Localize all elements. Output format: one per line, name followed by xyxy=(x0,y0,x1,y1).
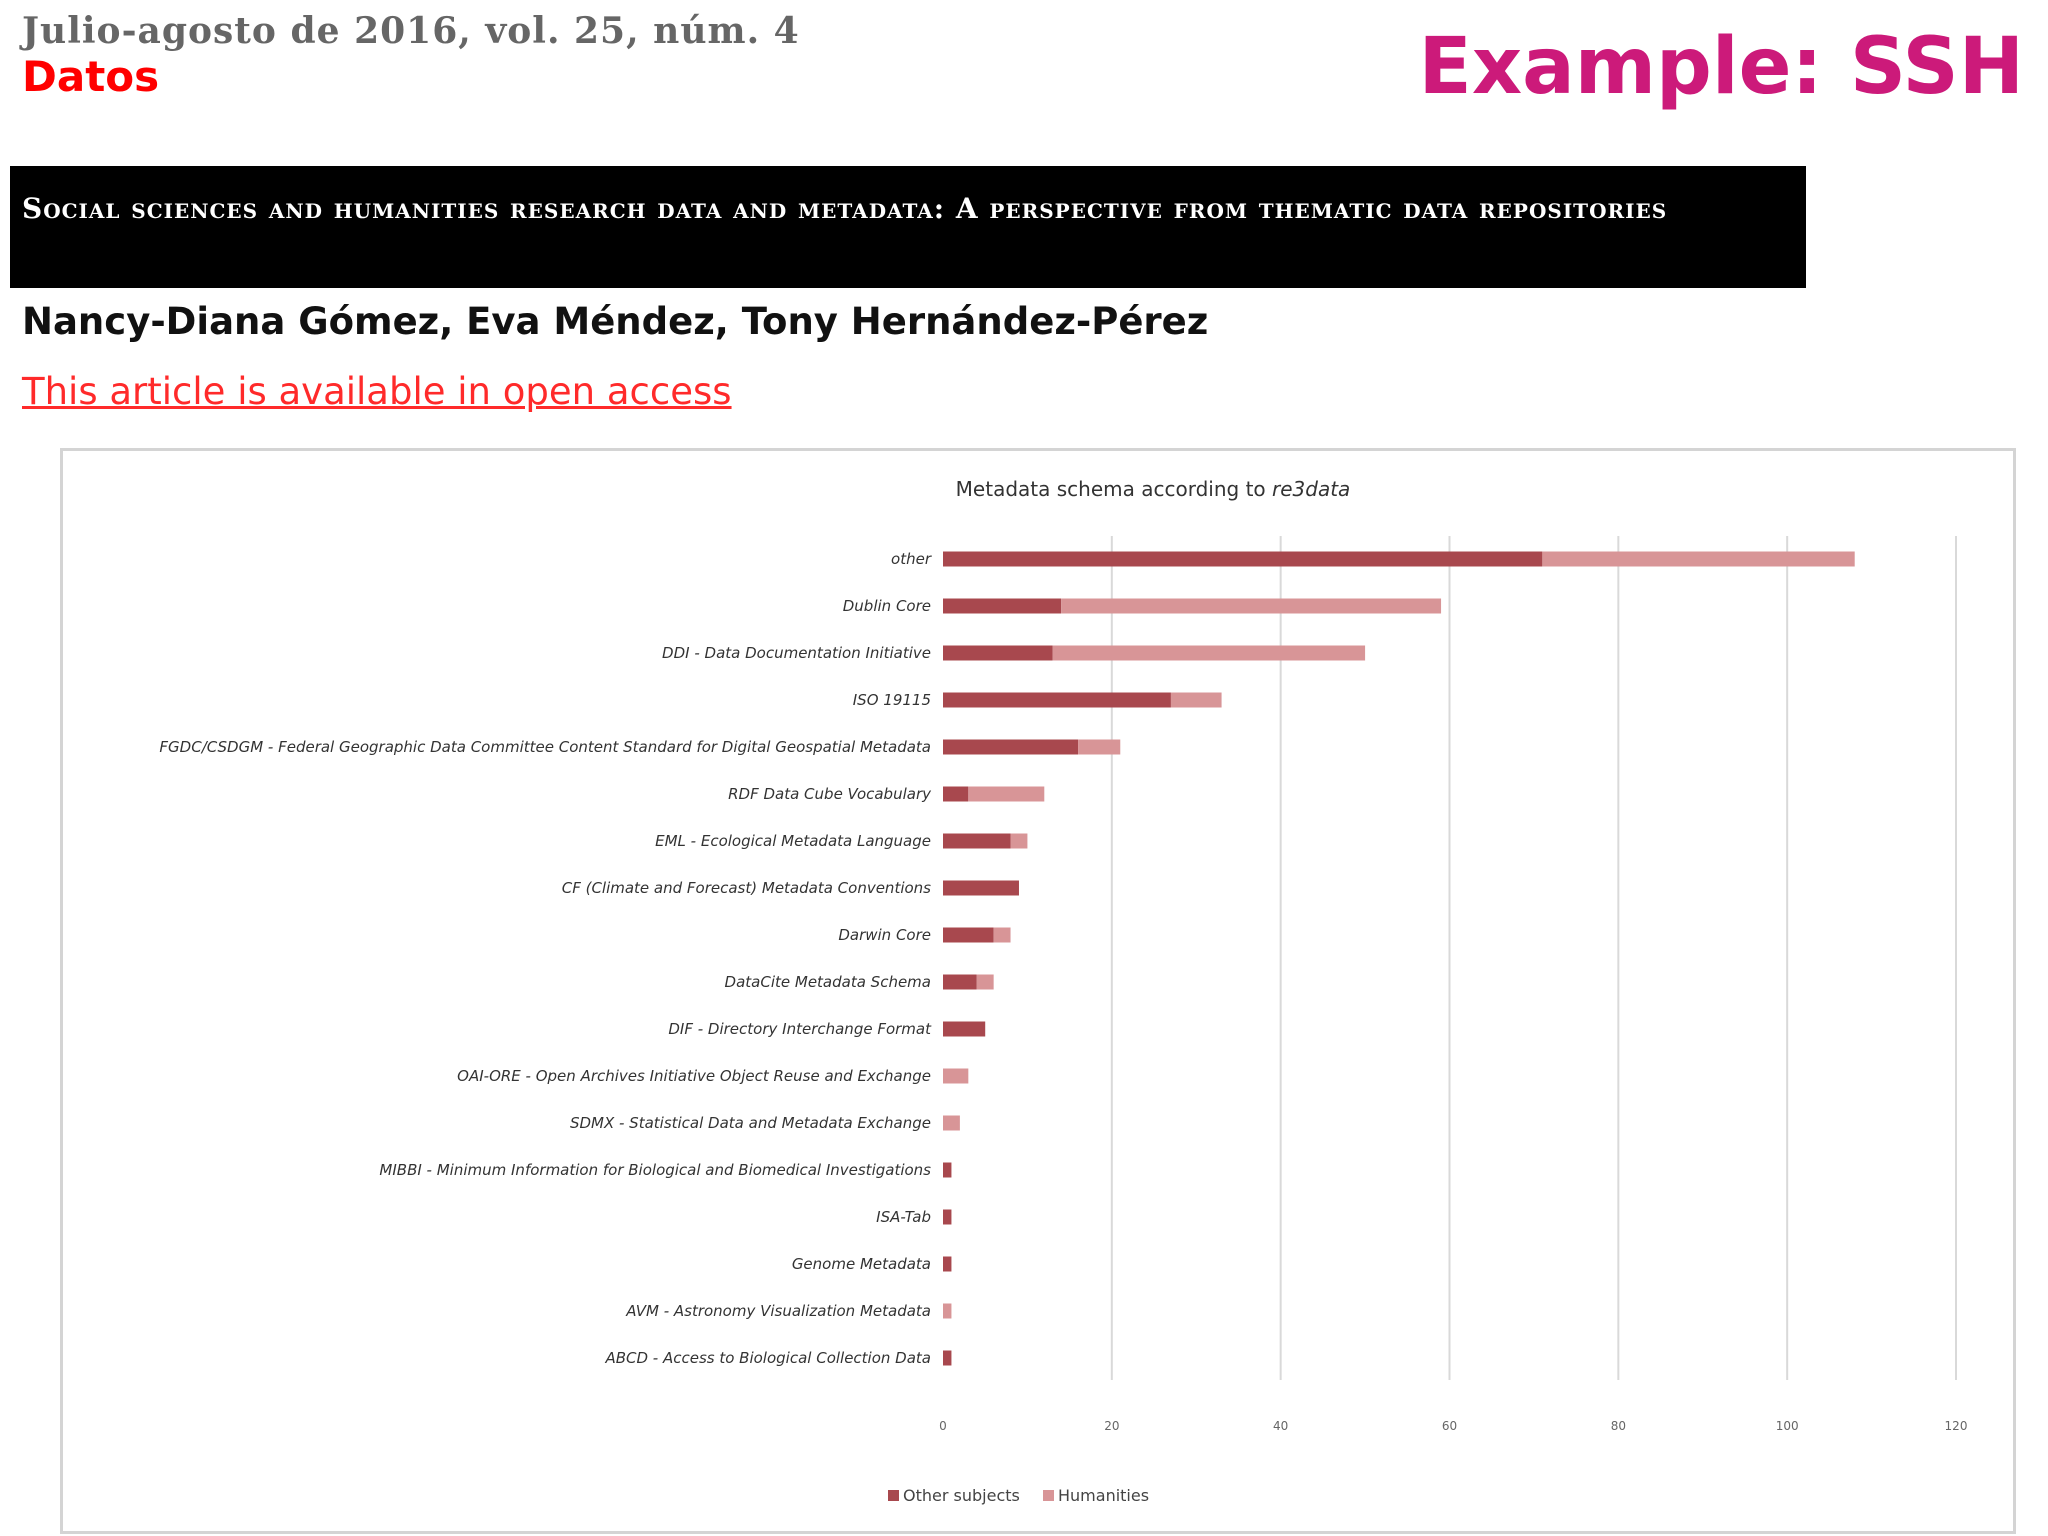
x-tick-label: 60 xyxy=(1442,1419,1457,1433)
category-label: DIF - Directory Interchange Format xyxy=(668,1020,932,1038)
category-label: CF (Climate and Forecast) Metadata Conve… xyxy=(562,879,931,897)
article-authors: Nancy-Diana Gómez, Eva Méndez, Tony Hern… xyxy=(22,300,1209,343)
bar-other-subjects xyxy=(943,833,1011,849)
chart-title: Metadata schema according to re3data xyxy=(956,477,1351,501)
category-label: ISA-Tab xyxy=(876,1208,931,1226)
bar-humanities xyxy=(1052,645,1366,661)
bar-other-subjects xyxy=(943,692,1171,708)
bar-other-subjects xyxy=(943,1209,952,1225)
bar-other-subjects xyxy=(943,1256,952,1272)
category-label: other xyxy=(891,550,932,568)
category-label: SDMX - Statistical Data and Metadata Exc… xyxy=(570,1114,931,1132)
category-label: AVM - Astronomy Visualization Metadata xyxy=(625,1302,931,1320)
legend-label-humanities: Humanities xyxy=(1058,1486,1149,1505)
article-title: Social sciences and humanities research … xyxy=(22,192,1668,225)
bar-humanities xyxy=(1061,598,1442,614)
section-label: Datos xyxy=(22,52,160,101)
category-label: EML - Ecological Metadata Language xyxy=(655,832,931,850)
legend-swatch-other-subjects xyxy=(888,1490,899,1501)
bar-humanities xyxy=(1542,551,1855,567)
bar-humanities xyxy=(1010,833,1028,849)
bar-humanities xyxy=(1078,739,1121,755)
bar-other-subjects xyxy=(943,739,1079,755)
bar-other-subjects xyxy=(943,880,1019,896)
category-label: ISO 19115 xyxy=(853,691,931,709)
bar-other-subjects xyxy=(943,1021,986,1037)
x-tick-label: 80 xyxy=(1611,1419,1626,1433)
open-access-link[interactable]: This article is available in open access xyxy=(22,370,732,413)
bar-other-subjects xyxy=(943,974,977,990)
x-tick-label: 120 xyxy=(1945,1419,1968,1433)
bar-other-subjects xyxy=(943,1350,952,1366)
bar-other-subjects xyxy=(943,551,1543,567)
bar-other-subjects xyxy=(943,645,1053,661)
category-label: Dublin Core xyxy=(843,597,931,615)
example-label: Example: SSH xyxy=(1418,22,2024,112)
category-label: RDF Data Cube Vocabulary xyxy=(728,785,932,803)
bar-humanities xyxy=(1170,692,1222,708)
bar-humanities xyxy=(968,786,1045,802)
category-label: MIBBI - Minimum Information for Biologic… xyxy=(379,1161,931,1179)
bar-other-subjects xyxy=(943,786,969,802)
bar-other-subjects xyxy=(943,927,994,943)
article-title-band: Social sciences and humanities research … xyxy=(10,166,1806,288)
bar-other-subjects xyxy=(943,598,1062,614)
metadata-schema-chart: Metadata schema according to re3data 0 20 4… xyxy=(159,477,1968,1505)
bar-humanities xyxy=(943,1303,952,1319)
bar-humanities xyxy=(993,927,1011,943)
legend-label-other-subjects: Other subjects xyxy=(903,1486,1020,1505)
x-tick-label: 0 xyxy=(939,1419,947,1433)
x-tick-label: 40 xyxy=(1273,1419,1288,1433)
x-tick-label: 20 xyxy=(1104,1419,1119,1433)
bar-other-subjects xyxy=(943,1162,952,1178)
legend-swatch-humanities xyxy=(1043,1490,1054,1501)
category-label: DDI - Data Documentation Initiative xyxy=(662,644,931,662)
category-label: DataCite Metadata Schema xyxy=(725,973,931,991)
issue-info: Julio-agosto de 2016, vol. 25, núm. 4 xyxy=(22,10,800,52)
category-label: FGDC/CSDGM - Federal Geographic Data Com… xyxy=(159,738,931,756)
category-label: Darwin Core xyxy=(838,926,931,944)
chart-frame: Metadata schema according to re3data 0 20 4… xyxy=(60,448,2016,1534)
category-label: OAI-ORE - Open Archives Initiative Objec… xyxy=(457,1067,931,1085)
bar-humanities xyxy=(976,974,994,990)
category-label: Genome Metadata xyxy=(792,1255,931,1273)
bar-humanities xyxy=(943,1115,960,1131)
x-tick-label: 100 xyxy=(1776,1419,1799,1433)
category-label: ABCD - Access to Biological Collection D… xyxy=(604,1349,931,1367)
bar-humanities xyxy=(943,1068,969,1084)
